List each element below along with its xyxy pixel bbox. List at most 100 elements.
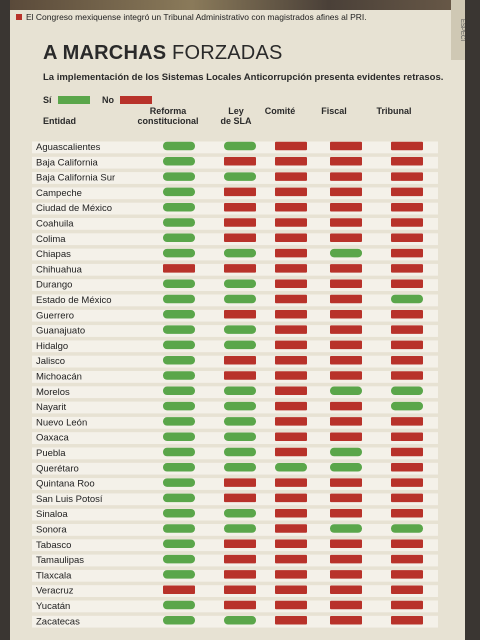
status-pill-no <box>391 157 423 166</box>
status-pill-yes <box>224 447 256 457</box>
status-pill-no <box>391 539 423 549</box>
chart-title-bold: A MARCHAS <box>43 42 167 64</box>
photo-caption-text: El Congreso mexiquense integró un Tribun… <box>26 12 367 22</box>
status-pill-no <box>391 508 423 518</box>
status-pill-yes <box>224 508 256 518</box>
legend-yes: Sí <box>43 95 90 105</box>
row-entity-label: Querétaro <box>36 463 79 474</box>
status-pill-no <box>330 493 362 503</box>
status-pill-no <box>330 417 362 426</box>
row-entity-label: Coahuila <box>36 219 74 230</box>
status-pill-no <box>330 310 362 319</box>
status-pill-yes <box>224 616 256 625</box>
status-pill-no <box>275 508 307 518</box>
status-pill-yes <box>224 172 256 181</box>
status-pill-no <box>330 478 362 487</box>
status-pill-no <box>275 616 307 625</box>
status-pill-no <box>391 279 423 288</box>
row-entity-label: Chihuahua <box>36 264 83 275</box>
row-entity-label: Puebla <box>36 448 66 459</box>
status-pill-no <box>275 340 307 350</box>
status-pill-no <box>391 340 423 350</box>
status-pill-yes <box>224 386 256 396</box>
status-pill-yes <box>163 524 195 533</box>
header-ley: Ley de SLA <box>206 106 266 126</box>
status-pill-no <box>275 371 307 380</box>
status-pill-no <box>330 218 362 227</box>
status-pill-no <box>330 141 362 151</box>
status-pill-no <box>224 310 256 319</box>
status-pill-no <box>275 202 307 212</box>
status-pill-no <box>391 447 423 457</box>
status-pill-yes <box>163 493 195 503</box>
status-pill-no <box>275 493 307 503</box>
status-pill-no <box>224 570 256 579</box>
status-pill-yes <box>224 279 256 288</box>
status-pill-no <box>275 478 307 487</box>
status-pill-yes <box>163 233 195 243</box>
status-pill-yes <box>224 141 256 151</box>
status-pill-yes <box>163 187 195 197</box>
status-pill-yes <box>330 524 362 533</box>
row-entity-label: Guerrero <box>36 310 74 321</box>
status-pill-no <box>391 141 423 151</box>
status-pill-yes <box>163 447 195 457</box>
row-entity-label: Michoacán <box>36 372 82 383</box>
status-pill-no <box>275 600 307 610</box>
row-entity-label: Morelos <box>36 387 70 398</box>
status-pill-yes <box>224 524 256 533</box>
row-entity-label: Estado de México <box>36 295 112 306</box>
status-pill-no <box>391 218 423 227</box>
status-pill-no <box>330 264 362 273</box>
row-entity-label: Sinaloa <box>36 509 68 520</box>
status-pill-yes <box>224 325 256 334</box>
photo-caption: El Congreso mexiquense integró un Tribun… <box>16 12 456 26</box>
status-pill-yes <box>163 202 195 212</box>
row-entity-label: Chiapas <box>36 249 71 260</box>
status-pill-no <box>224 218 256 227</box>
newspaper-page: ESPECI El Congreso mexiquense integró un… <box>10 0 465 640</box>
status-pill-no <box>275 554 307 564</box>
status-pill-yes <box>163 172 195 181</box>
row-entity-label: Yucatán <box>36 601 70 612</box>
header-fiscal: Fiscal <box>321 106 347 116</box>
status-pill-yes <box>163 325 195 334</box>
status-pill-no <box>275 218 307 227</box>
chart-subtitle: La implementación de los Sistemas Locale… <box>43 72 444 83</box>
status-pill-no <box>330 432 362 441</box>
status-pill-no <box>391 616 423 625</box>
status-pill-yes <box>163 616 195 625</box>
status-pill-yes <box>163 340 195 350</box>
status-pill-no <box>330 202 362 212</box>
status-pill-no <box>391 371 423 380</box>
status-pill-no <box>224 371 256 380</box>
status-pill-yes <box>391 524 423 533</box>
status-pill-no <box>391 325 423 334</box>
status-pill-no <box>275 279 307 288</box>
row-entity-label: Guanajuato <box>36 326 85 337</box>
status-pill-no <box>275 187 307 197</box>
status-pill-yes <box>163 310 195 319</box>
status-pill-no <box>330 325 362 334</box>
legend-yes-label: Sí <box>43 95 52 105</box>
status-pill-no <box>224 264 256 273</box>
status-pill-no <box>391 172 423 181</box>
status-pill-no <box>275 570 307 579</box>
status-pill-no <box>275 539 307 549</box>
status-pill-no <box>391 570 423 579</box>
chart-title: A MARCHAS FORZADAS <box>43 42 283 65</box>
row-entity-label: Campeche <box>36 188 82 199</box>
status-pill-no <box>330 187 362 197</box>
status-pill-no <box>224 202 256 212</box>
row-entity-label: Nuevo León <box>36 417 87 428</box>
row-entity-label: Baja California <box>36 157 98 168</box>
photo-strip <box>10 0 465 10</box>
row-entity-label: Quintana Roo <box>36 479 95 490</box>
status-pill-no <box>330 279 362 288</box>
legend-no: No <box>102 95 152 105</box>
status-pill-yes <box>163 554 195 564</box>
status-pill-no <box>391 478 423 487</box>
status-pill-no <box>391 463 423 472</box>
status-pill-yes <box>163 463 195 472</box>
status-pill-no <box>275 417 307 426</box>
